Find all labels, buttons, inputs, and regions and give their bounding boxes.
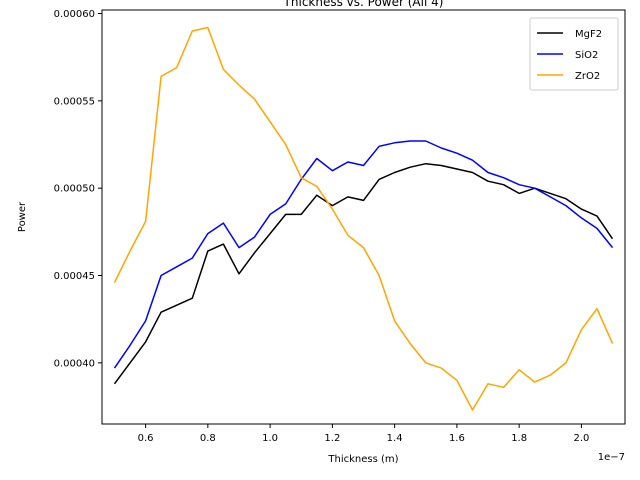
x-tick-label: 1.8 <box>511 433 527 444</box>
series-layer <box>113 26 614 411</box>
series-line-sio2 <box>113 140 614 369</box>
x-axis: 0.6 0.8 1.0 1.2 1.4 1.6 1.8 2.0 <box>138 424 589 444</box>
x-tick-label: 0.6 <box>138 433 154 444</box>
y-tick-label: 0.00050 <box>54 184 95 195</box>
legend: MgF2 SiO2 ZrO2 <box>529 17 619 91</box>
series-line-mgf2 <box>113 162 614 385</box>
plot-frame <box>101 9 626 425</box>
x-tick-label: 1.6 <box>449 433 465 444</box>
x-tick-label: 1.2 <box>324 433 340 444</box>
legend-box <box>529 17 619 91</box>
series-line-zro2 <box>113 26 614 411</box>
y-tick-label: 0.00055 <box>54 96 95 107</box>
y-axis: 0.00040 0.00045 0.00050 0.00055 0.00060 <box>54 9 102 369</box>
y-tick-label: 0.00040 <box>54 358 95 369</box>
x-tick-label: 1.0 <box>262 433 278 444</box>
legend-label-sio2: SiO2 <box>575 50 598 61</box>
x-tick-label: 0.8 <box>200 433 216 444</box>
y-axis-label: Power <box>17 201 28 232</box>
chart-title: Thickness vs. Power (All 4) <box>283 0 444 9</box>
x-tick-label: 1.4 <box>387 433 403 444</box>
x-axis-label: Thickness (m) <box>327 454 398 465</box>
legend-label-mgf2: MgF2 <box>575 29 602 40</box>
legend-label-zro2: ZrO2 <box>575 71 600 82</box>
y-tick-label: 0.00045 <box>54 271 95 282</box>
x-tick-label: 2.0 <box>573 433 589 444</box>
y-tick-label: 0.00060 <box>54 9 95 20</box>
x-axis-offset-label: 1e−7 <box>598 452 625 463</box>
